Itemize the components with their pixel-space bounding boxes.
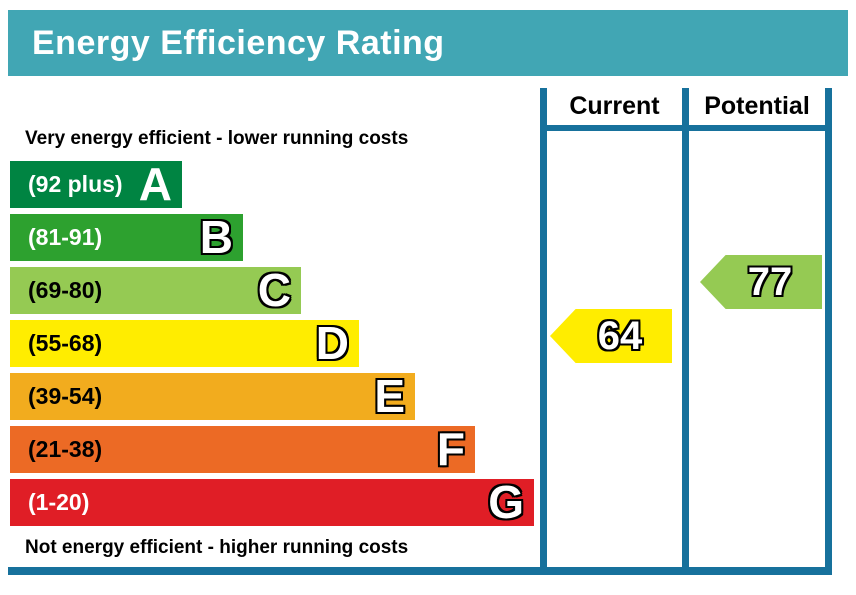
- band-d-letter: D: [315, 317, 349, 369]
- band-b: (81-91) B: [10, 214, 243, 261]
- band-b-range: (81-91): [28, 224, 103, 250]
- band-c-range: (69-80): [28, 277, 103, 303]
- page-title: Energy Efficiency Rating: [32, 23, 445, 62]
- band-g-letter: G: [488, 476, 524, 528]
- band-d-range: (55-68): [28, 330, 103, 356]
- potential-column-header: Potential: [704, 92, 810, 120]
- band-f-range: (21-38): [28, 436, 103, 462]
- band-e-range: (39-54): [28, 383, 103, 409]
- band-a-range: (92 plus): [28, 171, 123, 197]
- band-e: (39-54) E: [10, 373, 415, 420]
- potential-column-right-border: [825, 88, 832, 567]
- current-rating-arrow: 64: [550, 309, 672, 363]
- band-b-letter: B: [199, 211, 233, 263]
- current-rating-value: 64: [597, 314, 643, 358]
- rating-bands: (92 plus) A (81-91) B (69-80) C (55-68) …: [10, 161, 540, 532]
- band-c: (69-80) C: [10, 267, 301, 314]
- band-g: (1-20) G: [10, 479, 534, 526]
- chart-bottom-border: [8, 567, 832, 575]
- band-e-letter: E: [374, 370, 405, 422]
- title-bar: Energy Efficiency Rating: [8, 10, 848, 76]
- column-separator-border: [682, 88, 689, 567]
- potential-rating-arrow: 77: [700, 255, 822, 309]
- current-column-left-border: [540, 88, 547, 567]
- band-a: (92 plus) A: [10, 161, 182, 208]
- band-f: (21-38) F: [10, 426, 475, 473]
- column-header-underline: [540, 125, 832, 131]
- band-d: (55-68) D: [10, 320, 359, 367]
- current-column-header: Current: [569, 92, 660, 120]
- band-c-letter: C: [257, 264, 291, 316]
- potential-rating-value: 77: [747, 260, 793, 304]
- band-a-letter: A: [138, 158, 172, 210]
- band-g-range: (1-20): [28, 489, 90, 515]
- top-note: Very energy efficient - lower running co…: [25, 128, 409, 149]
- bottom-note: Not energy efficient - higher running co…: [25, 537, 409, 558]
- band-f-letter: F: [436, 423, 465, 475]
